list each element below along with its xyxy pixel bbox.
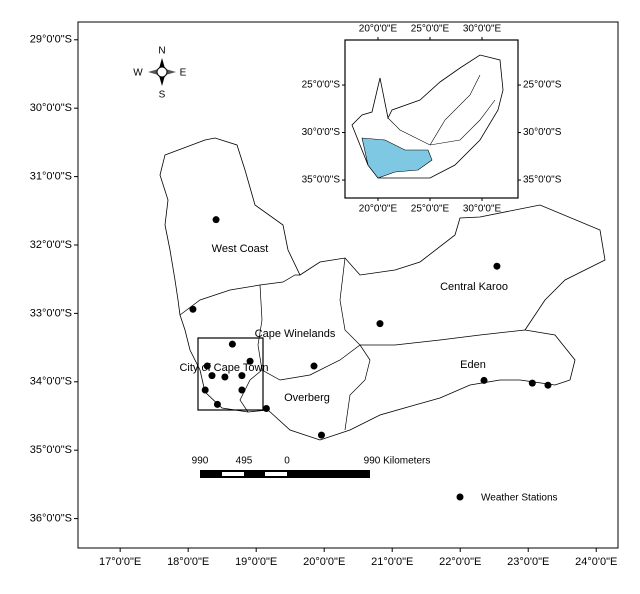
weather-station (544, 381, 552, 389)
inset-lat-label: 35°0'0"S (302, 175, 341, 186)
weather-station (310, 362, 318, 370)
weather-station (480, 376, 488, 384)
province-boundary (429, 74, 481, 146)
inset-lon-label: 20°0'0"E (359, 24, 398, 35)
province-outline (159, 137, 606, 441)
inset-lon-label: 30°0'0"E (463, 204, 502, 215)
weather-station (212, 216, 220, 224)
compass-center (156, 66, 168, 78)
compass-label: S (159, 90, 166, 101)
region-label: West Coast (212, 243, 269, 255)
district-boundaries (179, 257, 526, 431)
compass-label: E (180, 68, 187, 79)
inset-map: 20°0'0"E 20°0'0"E 25°0'0"E 25°0'0"E 30°0'0"E… (302, 24, 562, 215)
lon-tick-label: 18°0'0"E (167, 556, 209, 568)
scale-label: 0 (284, 456, 290, 467)
boundary (257, 284, 526, 381)
weather-station (246, 357, 254, 365)
weather-station (317, 431, 325, 439)
weather-station (376, 320, 384, 328)
scale-bar: 990 495 0 990 Kilometers (192, 456, 431, 478)
inset-lat-label: 25°0'0"S (523, 80, 562, 91)
lon-tick-label: 17°0'0"E (99, 556, 141, 568)
region-label: Central Karoo (440, 281, 508, 293)
lat-tick-label: 35°0'0"S (30, 444, 72, 456)
weather-station (221, 373, 229, 381)
weather-station (203, 362, 211, 370)
lon-tick-label: 19°0'0"E (235, 556, 277, 568)
lat-tick-label: 33°0'0"S (30, 307, 72, 319)
lat-tick-label: 29°0'0"S (30, 34, 72, 46)
boundary (344, 344, 371, 431)
weather-station (228, 340, 236, 348)
inset-lon-label: 20°0'0"E (359, 204, 398, 215)
region-label: Overberg (284, 392, 330, 404)
legend: Weather Stations (456, 493, 558, 504)
inset-lon-label: 25°0'0"E (411, 24, 450, 35)
inset-lat-label: 25°0'0"S (302, 80, 341, 91)
inset-lat-label: 35°0'0"S (523, 175, 562, 186)
scale-label: 495 (236, 456, 253, 467)
compass-label: W (133, 68, 143, 79)
region-label: Eden (460, 359, 486, 371)
scale-label: 990 Kilometers (364, 456, 431, 467)
weather-station (213, 400, 221, 408)
weather-station (189, 305, 197, 313)
weather-station (201, 386, 209, 394)
weather-station (528, 379, 536, 387)
region-label: Cape Winelands (255, 328, 336, 340)
compass-label: N (158, 46, 165, 57)
inset-lon-label: 30°0'0"E (463, 24, 502, 35)
scale-segment (265, 472, 287, 476)
lon-tick-label: 24°0'0"E (575, 556, 617, 568)
lat-tick-label: 30°0'0"S (30, 102, 72, 114)
city-box (197, 337, 264, 411)
inset-lat-label: 30°0'0"S (523, 127, 562, 138)
inset-lon-label: 25°0'0"E (411, 204, 450, 215)
western-cape (361, 137, 433, 179)
inset-lat-label: 30°0'0"S (302, 127, 341, 138)
weather-station (493, 262, 501, 270)
province-boundary (387, 99, 496, 146)
lat-tick-label: 31°0'0"S (30, 170, 72, 182)
lon-tick-label: 23°0'0"E (507, 556, 549, 568)
weather-station (208, 372, 216, 380)
legend-symbol (456, 493, 464, 501)
compass: N S E W (133, 46, 186, 101)
lat-tick-label: 36°0'0"S (30, 512, 72, 524)
lon-tick-label: 20°0'0"E (303, 556, 345, 568)
weather-station (262, 404, 270, 412)
boundary (339, 257, 361, 346)
weather-station (238, 372, 246, 380)
lat-tick-label: 34°0'0"S (30, 376, 72, 388)
weather-station (238, 386, 246, 394)
scale-segment (222, 472, 244, 476)
lat-tick-label: 32°0'0"S (30, 239, 72, 251)
lon-tick-label: 21°0'0"E (371, 556, 413, 568)
scale-label: 990 (192, 456, 209, 467)
lon-tick-label: 22°0'0"E (439, 556, 481, 568)
legend-label: Weather Stations (481, 493, 558, 504)
region-label: City of Cape Town (179, 362, 268, 374)
